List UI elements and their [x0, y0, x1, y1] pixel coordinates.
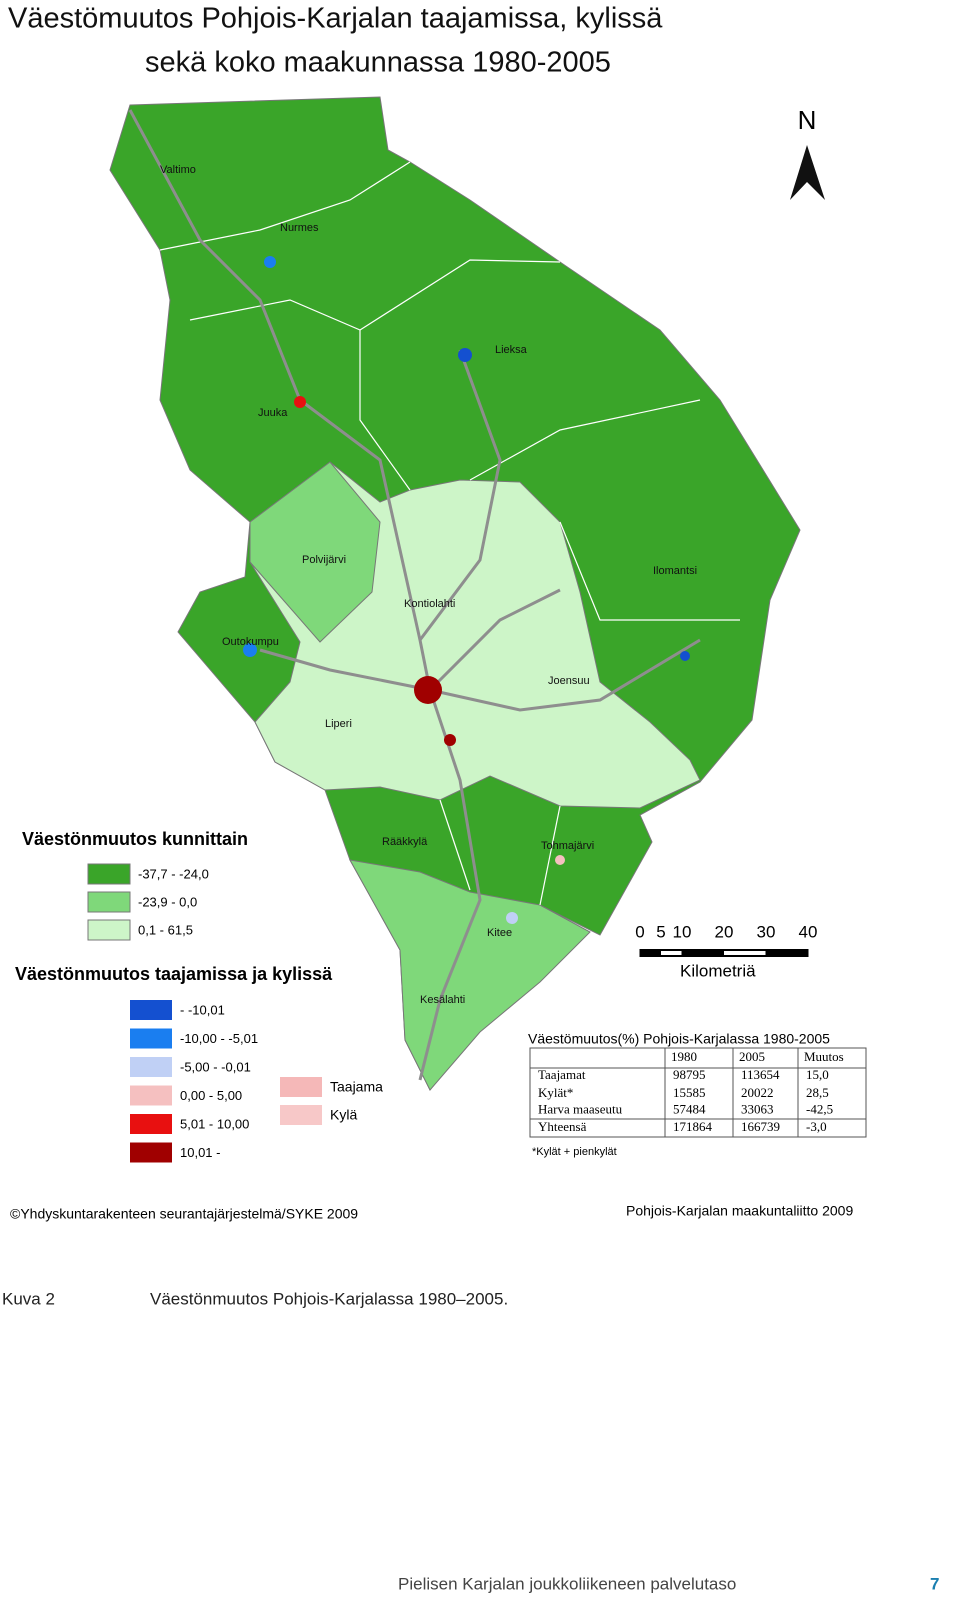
table-cell: 15585 — [673, 1085, 706, 1100]
table-cell: 57484 — [673, 1101, 706, 1116]
table-title: Väestömuutos(%) Pohjois-Karjalassa 1980-… — [528, 1031, 830, 1047]
roads — [128, 109, 701, 1081]
caption-text: Väestönmuutos Pohjois-Karjalassa 1980–20… — [150, 1289, 508, 1308]
north-arrow — [790, 145, 825, 200]
settlement — [444, 734, 456, 746]
legend-swatch — [87, 919, 131, 941]
table-header: Muutos — [804, 1049, 844, 1064]
table-cell: 20022 — [741, 1085, 774, 1100]
settlement — [243, 643, 257, 657]
table-header: 1980 — [671, 1049, 697, 1064]
settlements — [243, 256, 690, 924]
table-cell: -3,0 — [806, 1119, 827, 1134]
scale-label: 20 — [715, 922, 734, 941]
table-note: *Kylät + pienkylät — [532, 1146, 617, 1158]
legend-label: -23,9 - 0,0 — [138, 894, 197, 909]
legend-label: -10,00 - -5,01 — [180, 1031, 258, 1046]
scale-label: 10 — [673, 922, 692, 941]
place-label: Valtimo — [160, 164, 196, 176]
place-label: Joensuu — [548, 675, 590, 687]
legend-label: -37,7 - -24,0 — [138, 866, 209, 881]
region-mid — [349, 859, 591, 1091]
place-label: Kontiolahti — [404, 598, 455, 610]
legend-label: 0,00 - 5,00 — [180, 1088, 242, 1103]
table-cell: 113654 — [741, 1067, 780, 1082]
scale-label: 30 — [757, 922, 776, 941]
table-cell: 28,5 — [806, 1085, 829, 1100]
settlement — [506, 912, 518, 924]
page-number: 7 — [930, 1574, 939, 1593]
table-cell: 98795 — [673, 1067, 706, 1082]
settlement — [555, 855, 565, 865]
settlement — [264, 256, 276, 268]
place-label: Nurmes — [280, 222, 319, 234]
map: Valtimo Nurmes Lieksa Juuka Polvijärvi Iloman… — [109, 96, 825, 1091]
place-label: Rääkkylä — [382, 836, 428, 848]
scale-label: 5 — [656, 922, 665, 941]
title: Väestömuutos Pohjois-Karjalan taajamissa… — [8, 3, 663, 35]
place-label: Ilomantsi — [653, 565, 697, 577]
legend-swatch — [130, 1085, 172, 1106]
legend-swatch — [130, 1142, 172, 1163]
legend-title: Väestönmuutos kunnittain — [22, 829, 248, 849]
legend-swatch — [280, 1077, 322, 1097]
legend-label: 5,01 - 10,00 — [180, 1116, 249, 1131]
legend-swatch — [280, 1105, 322, 1125]
legend-swatch — [87, 863, 131, 885]
table-cell: -42,5 — [806, 1101, 833, 1116]
legend-label: - -10,01 — [180, 1002, 225, 1017]
legend-label: -5,00 - -0,01 — [180, 1059, 251, 1074]
table-cell: 15,0 — [806, 1067, 829, 1082]
legend-swatch — [130, 1000, 172, 1020]
title: sekä koko maakunnassa 1980-2005 — [145, 47, 611, 79]
place-label: Polvijärvi — [302, 554, 346, 566]
table-cell: 166739 — [741, 1119, 780, 1134]
table-cell: Harva maaseutu — [538, 1101, 623, 1116]
table-cell: Kylät* — [538, 1085, 573, 1100]
scale-segment — [724, 951, 766, 955]
region-mid — [249, 461, 381, 643]
table-cell: Taajamat — [538, 1067, 586, 1082]
scale-unit: Kilometriä — [680, 961, 756, 980]
place-label: Kitee — [487, 927, 512, 939]
legend-swatch — [130, 1028, 172, 1049]
table-frame — [529, 1047, 867, 1138]
north-label: N — [798, 105, 817, 135]
table-cell: 33063 — [741, 1101, 774, 1116]
credit: Pohjois-Karjalan maakuntaliitto 2009 — [626, 1203, 853, 1219]
place-label: Juuka — [258, 407, 288, 419]
scale-segment — [661, 951, 682, 955]
table-header: 2005 — [739, 1049, 765, 1064]
legend-label: Kylä — [330, 1107, 357, 1123]
settlement — [680, 651, 690, 661]
place-label: Liperi — [325, 718, 352, 730]
legend-title: Väestönmuutos taajamissa ja kylissä — [15, 964, 333, 984]
table-cell: 171864 — [673, 1119, 713, 1134]
legend-label: 0,1 - 61,5 — [138, 922, 193, 937]
place-label: Lieksa — [495, 344, 528, 356]
place-label: Tohmajärvi — [541, 840, 594, 852]
legend-label: Taajama — [330, 1079, 383, 1095]
footer-text: Pielisen Karjalan joukkoliikeneen palvel… — [398, 1574, 736, 1593]
table-cell: Yhteensä — [538, 1119, 587, 1134]
settlement — [294, 396, 306, 408]
page-box — [920, 1572, 960, 1598]
place-label: Outokumpu — [222, 636, 279, 648]
scale-label: 40 — [799, 922, 818, 941]
legend-swatch — [87, 891, 131, 913]
legend-label: 10,01 - — [180, 1145, 220, 1160]
legend-swatch — [130, 1114, 172, 1134]
caption-label: Kuva 2 — [2, 1289, 55, 1308]
scale-label: 0 — [635, 922, 644, 941]
settlement — [414, 676, 442, 704]
place-label: Kesälahti — [420, 994, 465, 1006]
legend-swatch — [130, 1057, 172, 1077]
settlement — [458, 348, 472, 362]
credit: ©Yhdyskuntarakenteen seurantajärjestelmä… — [10, 1206, 358, 1222]
